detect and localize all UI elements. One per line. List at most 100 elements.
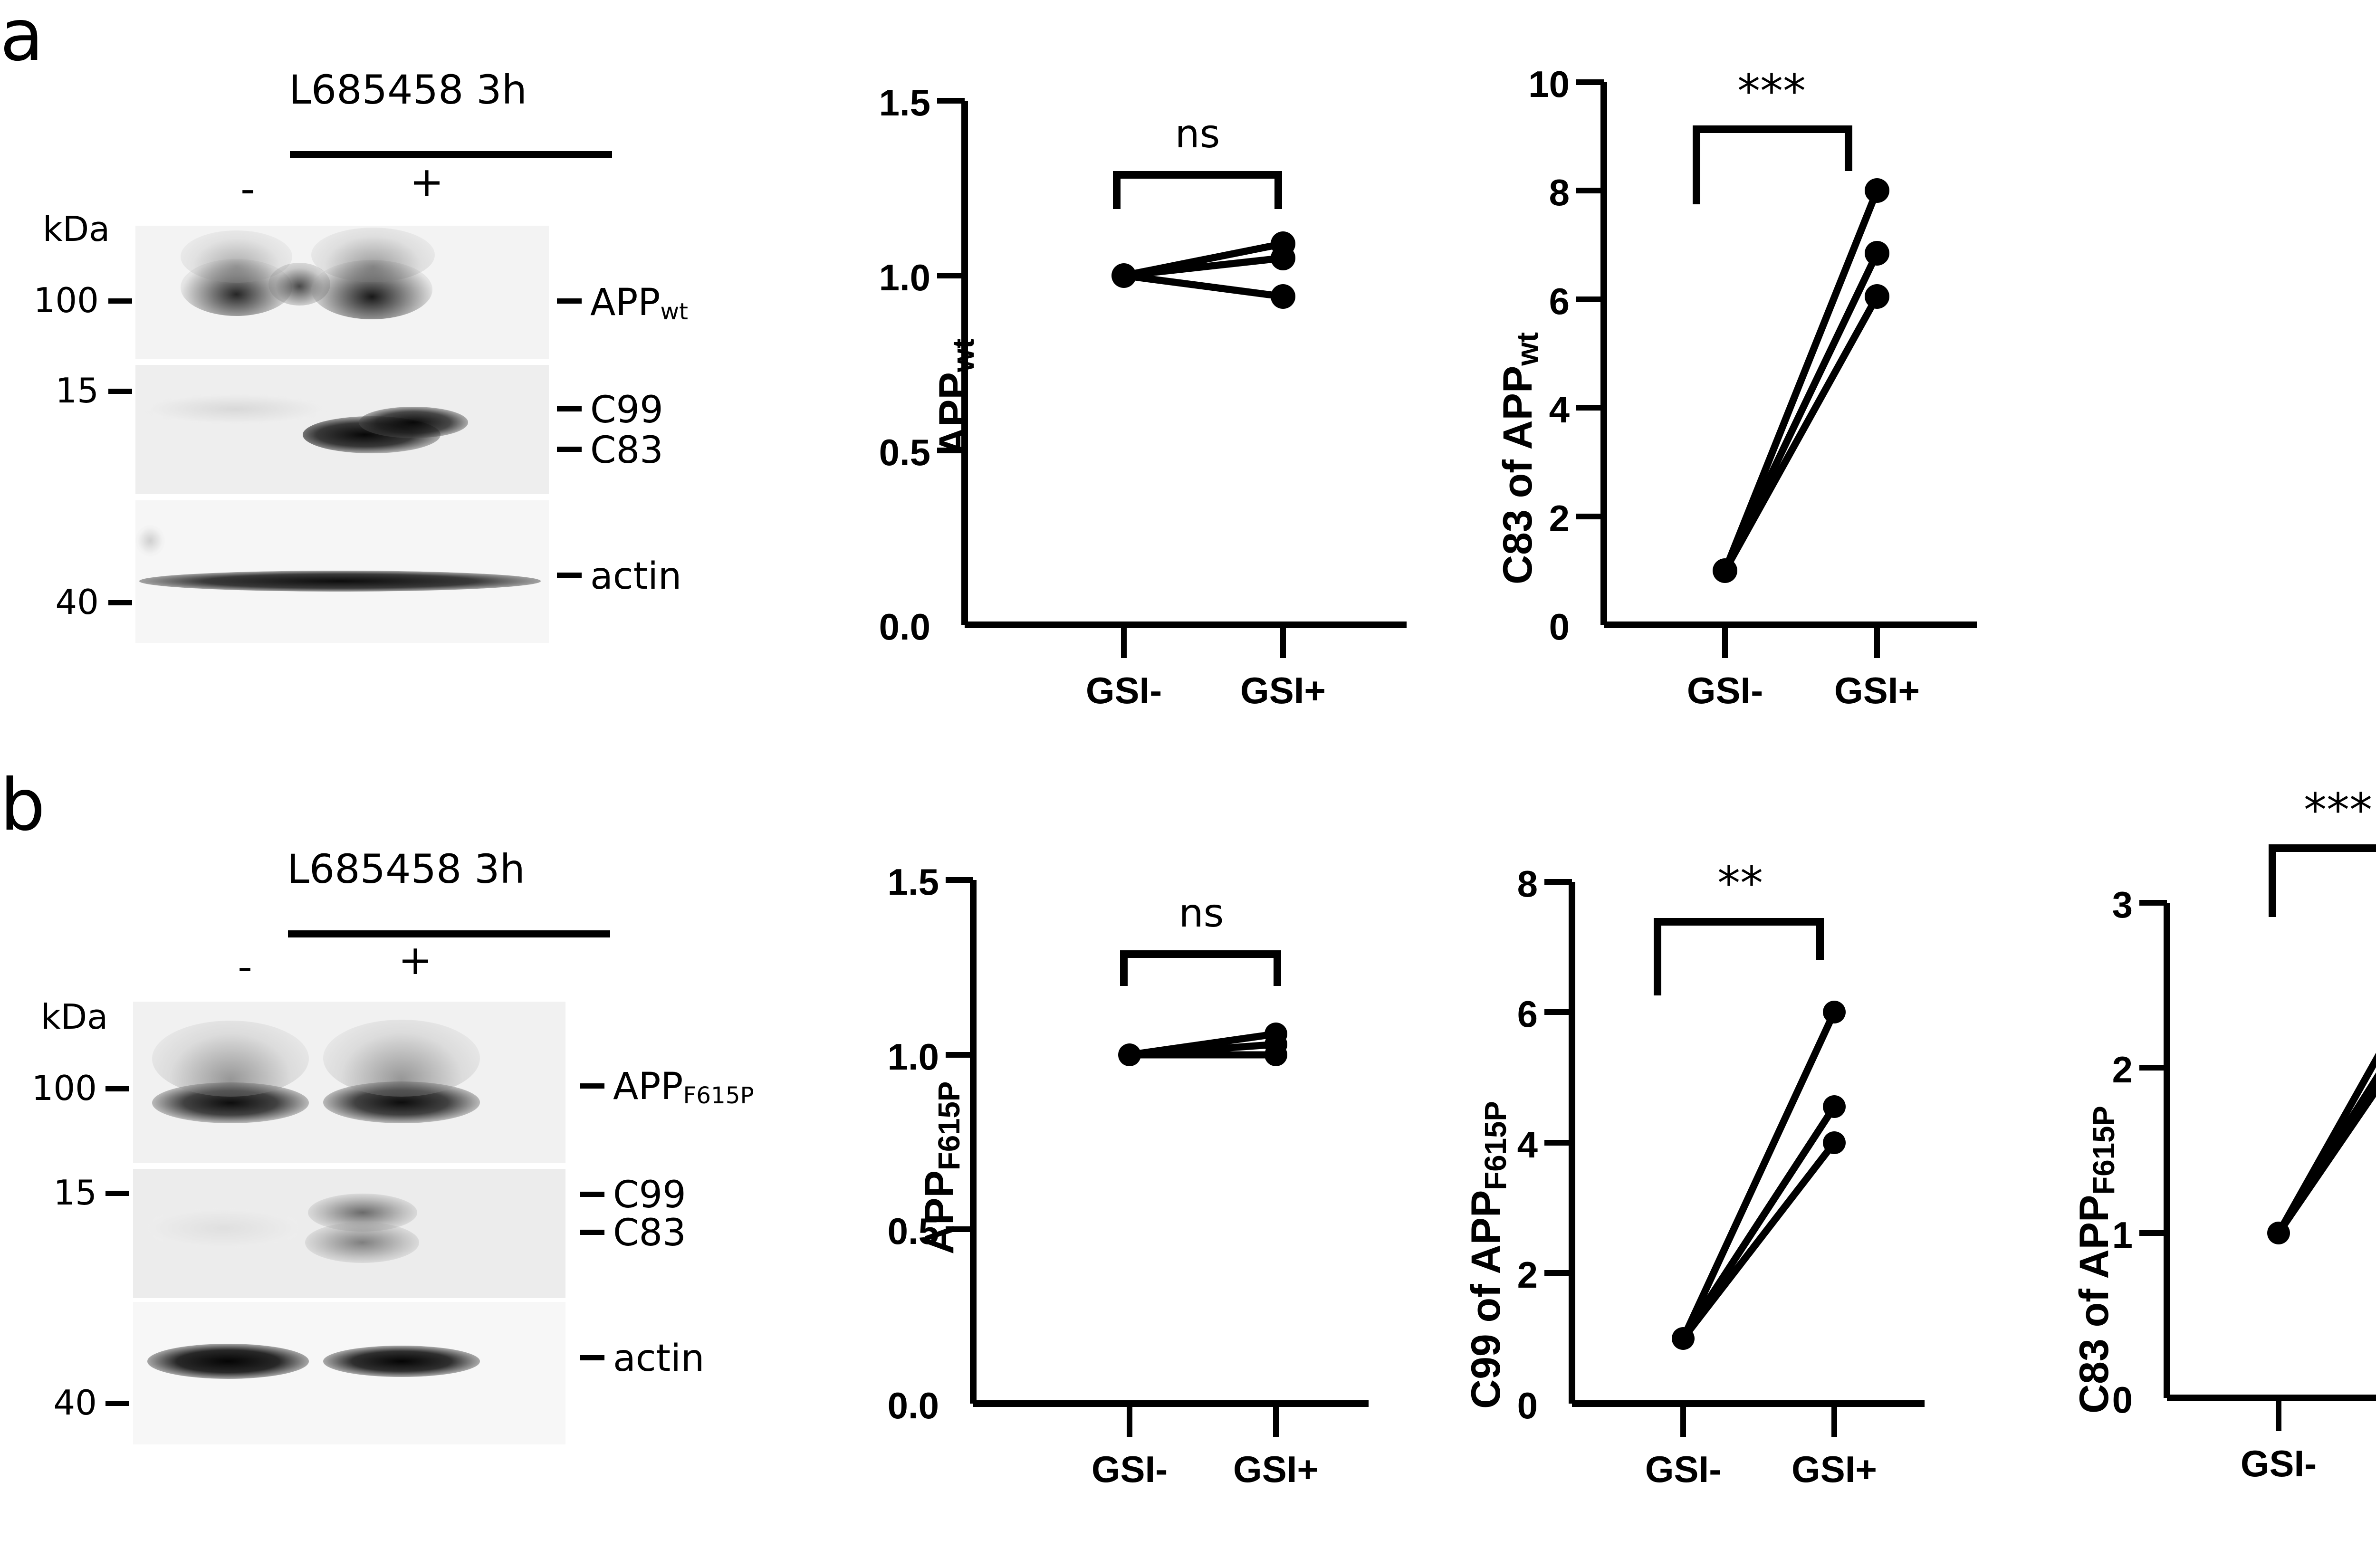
blot-a-mw-40: 40 bbox=[55, 582, 99, 622]
blot-b-band-tick-actin bbox=[580, 1355, 604, 1360]
chart-a2-ylabel-sub: wt bbox=[1510, 332, 1544, 366]
blot-b-mw-100: 100 bbox=[31, 1068, 97, 1108]
blot-b-strip-actin bbox=[133, 1302, 565, 1444]
blot-b-band-label-actin: actin bbox=[613, 1337, 705, 1380]
chart-a1-xlabel-1: GSI+ bbox=[1240, 669, 1326, 711]
chart-a2-xlabel-1: GSI+ bbox=[1834, 669, 1920, 711]
chart-a2-sig-label: *** bbox=[1737, 65, 1806, 118]
chart-b1-sig-bracket bbox=[1120, 950, 1281, 986]
panel-a: a L685458 3h - + kDa bbox=[0, 0, 2376, 770]
chart-b2-svg: 8 6 4 2 0 GSI- GSI+ ** bbox=[1517, 857, 1925, 1490]
chart-a1: APPwt 1.5 1.0 0.5 0.0 GSI- GSI+ bbox=[846, 0, 1407, 741]
blot-b-lane-minus: - bbox=[238, 943, 253, 991]
chart-b1-ylabel-10: 1.0 bbox=[888, 1036, 939, 1078]
chart-b1-xlabel-0: GSI- bbox=[1092, 1448, 1168, 1490]
chart-a2-ylabel-main: C83 of APP bbox=[1495, 365, 1541, 584]
chart-a1-ylabel: APPwt bbox=[930, 338, 980, 456]
chart-b1-ylabel-05: 0.5 bbox=[888, 1210, 939, 1252]
chart-b2-ylabel-4: 4 bbox=[1517, 1124, 1538, 1166]
chart-b2-ylabel-main: C99 of APP bbox=[1463, 1190, 1509, 1409]
chart-b3-sig-label: *** bbox=[2304, 784, 2372, 837]
chart-a2-ylabel-4: 4 bbox=[1549, 389, 1570, 430]
chart-a2-ylabel-6: 6 bbox=[1549, 280, 1570, 322]
chart-a2-svg: 10 8 6 4 2 0 GSI- GSI+ *** bbox=[1528, 63, 1977, 711]
chart-b2-sig-bracket bbox=[1654, 918, 1824, 995]
panel-a-label: a bbox=[0, 0, 44, 77]
blot-b-mw-tick-40 bbox=[105, 1401, 129, 1406]
blot-a-mw-tick-15 bbox=[108, 389, 132, 394]
blot-a-band-label-c83: C83 bbox=[590, 429, 663, 472]
blot-a-app-text: APP bbox=[590, 281, 661, 324]
blot-a-strip-ctf bbox=[135, 365, 549, 494]
chart-a2-xlabel-0: GSI- bbox=[1687, 669, 1763, 711]
blot-a-band-label-c99: C99 bbox=[590, 389, 663, 431]
blot-b-header: L685458 3h bbox=[287, 846, 525, 892]
chart-a1-xlabel-0: GSI- bbox=[1086, 669, 1162, 711]
blot-b-header-underline bbox=[288, 930, 610, 937]
blot-a-band-label-app: APPwt bbox=[590, 281, 688, 325]
chart-a2-series bbox=[1713, 178, 1889, 583]
chart-b1-ylabel-main: APP bbox=[917, 1170, 962, 1254]
chart-b3-svg: 3 2 1 0 GSI- GSI+ *** bbox=[2112, 784, 2376, 1484]
chart-b1-ylabel-sub: F615P bbox=[932, 1081, 966, 1171]
blot-b-band-label-app: APPF615P bbox=[613, 1065, 754, 1109]
chart-b1-series bbox=[1118, 1023, 1287, 1066]
chart-b2-xlabel-0: GSI- bbox=[1645, 1448, 1721, 1490]
blot-a-lane-minus: - bbox=[240, 165, 256, 213]
chart-b1-sig-label: ns bbox=[1179, 891, 1224, 936]
chart-a2-ylabel-10: 10 bbox=[1528, 63, 1570, 105]
chart-b1-svg: 1.5 1.0 0.5 0.0 GSI- GSI+ ns bbox=[888, 861, 1369, 1490]
chart-a2-ylabel-8: 8 bbox=[1549, 172, 1570, 213]
chart-a1-ylabel-15: 1.5 bbox=[879, 82, 930, 124]
chart-b1-ylabel: APPF615P bbox=[916, 1081, 966, 1254]
chart-b3-ylabel-main: C83 of APP bbox=[2071, 1195, 2117, 1414]
blot-a-lane-plus: + bbox=[410, 158, 444, 206]
chart-b1: APPF615P 1.5 1.0 0.5 0.0 GSI- GSI+ ns bbox=[846, 770, 1369, 1539]
chart-b3-sig-bracket bbox=[2269, 844, 2376, 917]
chart-b3-ylabel-1: 1 bbox=[2112, 1214, 2133, 1256]
blot-b-band-tick-app bbox=[580, 1083, 604, 1089]
chart-b2-ylabel-2: 2 bbox=[1517, 1254, 1538, 1296]
chart-a1-series bbox=[1111, 231, 1295, 309]
chart-b1-xlabel-1: GSI+ bbox=[1233, 1448, 1319, 1490]
blot-b-kda-label: kDa bbox=[41, 997, 108, 1037]
blot-a-band-tick-app bbox=[557, 298, 582, 304]
blot-b-mw-tick-100 bbox=[105, 1086, 129, 1091]
blot-b-mw-15: 15 bbox=[53, 1173, 97, 1213]
chart-b3-ylabel-0: 0 bbox=[2112, 1379, 2133, 1421]
chart-a2-ylabel-2: 2 bbox=[1549, 497, 1570, 539]
blot-a-header: L685458 3h bbox=[289, 67, 527, 113]
chart-b2-xlabel-1: GSI+ bbox=[1792, 1448, 1877, 1490]
blot-b-band-tick-c99 bbox=[580, 1192, 604, 1197]
chart-a1-svg: 1.5 1.0 0.5 0.0 GSI- GSI+ ns bbox=[879, 82, 1407, 711]
chart-b2-ylabel: C99 of APPF615P bbox=[1463, 1101, 1513, 1409]
chart-a2-ylabel: C83 of APPwt bbox=[1495, 332, 1544, 584]
chart-a1-ylabel-00: 0.0 bbox=[879, 606, 930, 648]
chart-a2-sig-bracket bbox=[1693, 125, 1852, 204]
chart-b3-ylabel: C83 of APPF615P bbox=[2071, 1106, 2121, 1414]
chart-b2-series bbox=[1672, 1001, 1846, 1350]
blot-a-kda-label: kDa bbox=[43, 209, 110, 249]
chart-a2-ylabel-0: 0 bbox=[1549, 606, 1570, 648]
panel-b: b L685458 3h - + kDa 1 bbox=[0, 770, 2376, 1568]
blot-b-app-sub: F615P bbox=[683, 1082, 754, 1109]
blot-b-mw-tick-15 bbox=[105, 1191, 129, 1196]
chart-b3-ylabel-2: 2 bbox=[2112, 1049, 2133, 1090]
chart-b1-ylabel-15: 1.5 bbox=[888, 861, 939, 903]
chart-a1-sig-label: ns bbox=[1175, 112, 1220, 157]
blot-b-band-label-c83: C83 bbox=[613, 1212, 686, 1254]
blot-a-mw-15: 15 bbox=[55, 371, 99, 411]
blot-b-band-tick-c83 bbox=[580, 1230, 604, 1235]
blot-b-app-text: APP bbox=[613, 1065, 683, 1108]
chart-a1-ylabel-main: APP bbox=[931, 372, 977, 456]
blot-b-mw-40: 40 bbox=[53, 1383, 97, 1423]
blot-a-band-tick-c83 bbox=[557, 447, 582, 452]
chart-b2-ylabel-8: 8 bbox=[1517, 863, 1538, 905]
chart-a1-ylabel-sub: wt bbox=[946, 338, 980, 373]
chart-b2: C99 of APPF615P 8 6 4 2 0 GSI- GSI+ ** bbox=[1378, 770, 1925, 1539]
blot-b-strip-ctf bbox=[133, 1169, 565, 1298]
chart-b3-ylabel-sub: F615P bbox=[2087, 1106, 2121, 1195]
blot-b-strip-app bbox=[133, 1002, 565, 1163]
blot-a-band-label-actin: actin bbox=[590, 555, 682, 598]
